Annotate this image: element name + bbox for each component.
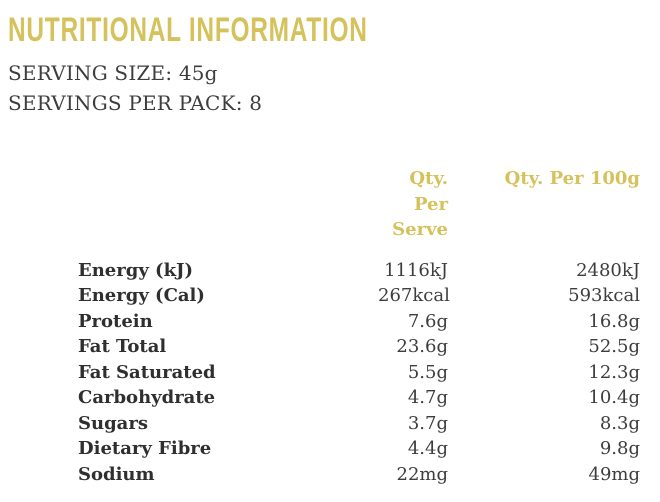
table-row-carbohydrate: Carbohydrate 4.7g 10.4g [8, 385, 640, 411]
table-row-energy-kj: Energy (kJ) 1116kJ 2480kJ [8, 258, 640, 284]
row-value-per-100g: 2480kJ [576, 259, 640, 281]
table-row-sodium: Sodium 22mg 49mg [8, 462, 640, 488]
row-value-per-serve: 22mg [396, 463, 449, 485]
row-value-per-serve: 7.6g [407, 310, 448, 332]
table-header-row: Qty. Per Serve Qty. Per 100g [8, 166, 640, 243]
row-value-per-100g: 12.3g [588, 361, 640, 383]
row-label: Protein [78, 310, 153, 332]
row-value-per-100g: 49mg [588, 463, 641, 485]
table-row-fat-total: Fat Total 23.6g 52.5g [8, 334, 640, 360]
row-label: Sodium [78, 463, 155, 485]
table-row-fat-saturated: Fat Saturated 5.5g 12.3g [8, 360, 640, 386]
row-value-per-serve: 5.5g [407, 361, 448, 383]
row-value-per-serve: 4.4g [407, 438, 448, 459]
row-value-per-serve: 4.7g [407, 387, 448, 408]
column-header-per-100g: Qty. Per 100g [504, 168, 640, 189]
page-title: NUTRITIONAL INFORMATION [8, 11, 368, 49]
row-value-per-100g: 16.8g [588, 310, 640, 332]
table-row-energy-cal: Energy (Cal) 267kcal 593kcal [8, 283, 640, 309]
table-row-sugars: Sugars 3.7g 8.3g [8, 411, 640, 437]
row-value-per-100g: 8.3g [599, 412, 640, 434]
row-value-per-100g: 9.8g [599, 438, 640, 459]
row-label: Fat Saturated [78, 361, 216, 383]
row-label: Fat Total [78, 336, 167, 357]
row-label: Energy (Cal) [78, 285, 205, 306]
nutrition-table: Qty. Per Serve Qty. Per 100g Energy (kJ)… [8, 166, 640, 487]
row-value-per-serve: 267kcal [378, 285, 450, 306]
row-value-per-serve: 23.6g [396, 336, 448, 357]
row-value-per-serve: 1116kJ [384, 259, 448, 281]
table-row-protein: Protein 7.6g 16.8g [8, 309, 640, 335]
serving-size-line: SERVING SIZE: 45g [8, 61, 218, 85]
servings-per-pack-line: SERVINGS PER PACK: 8 [8, 91, 263, 115]
row-label: Dietary Fibre [78, 438, 212, 459]
row-label: Energy (kJ) [78, 259, 194, 281]
row-value-per-100g: 10.4g [588, 387, 640, 408]
column-header-per-serve: Qty. Per Serve [392, 168, 448, 240]
row-value-per-100g: 52.5g [588, 336, 640, 357]
row-label: Sugars [78, 412, 148, 434]
row-value-per-serve: 3.7g [407, 412, 448, 434]
table-row-dietary-fibre: Dietary Fibre 4.4g 9.8g [8, 436, 640, 462]
row-value-per-100g: 593kcal [568, 285, 640, 306]
row-label: Carbohydrate [78, 387, 216, 408]
